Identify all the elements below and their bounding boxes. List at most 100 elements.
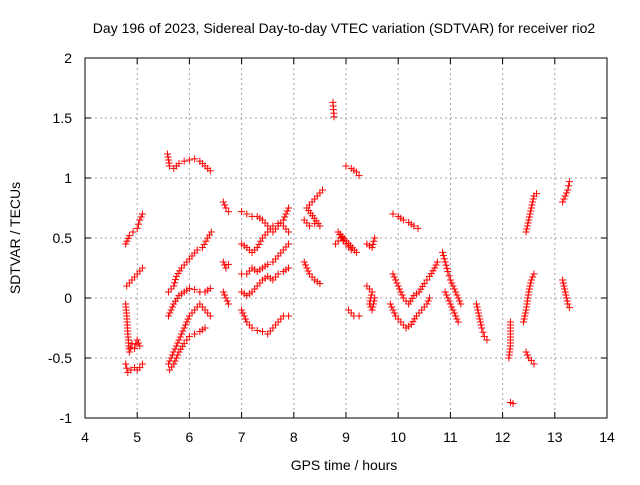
data-point — [475, 312, 483, 320]
data-point — [445, 297, 453, 305]
data-point — [446, 276, 454, 284]
data-point — [426, 294, 434, 302]
data-point — [171, 357, 179, 365]
data-point — [264, 260, 272, 268]
data-point — [122, 360, 130, 368]
data-point — [423, 276, 431, 284]
data-point — [180, 324, 188, 332]
data-point — [399, 216, 407, 224]
data-point — [453, 315, 461, 323]
data-point — [193, 246, 201, 254]
data-point — [274, 270, 282, 278]
data-point — [125, 232, 133, 240]
data-point — [526, 210, 534, 218]
data-point — [138, 264, 146, 272]
data-point — [253, 244, 261, 252]
y-tick-label: 0.5 — [53, 230, 73, 246]
data-point — [559, 276, 567, 284]
data-point — [282, 210, 290, 218]
x-tick-label: 13 — [547, 429, 563, 445]
y-tick-label: -1 — [60, 410, 73, 426]
data-point — [453, 291, 461, 299]
data-point — [123, 364, 131, 372]
data-point — [439, 252, 447, 260]
data-point — [452, 312, 460, 320]
data-point — [371, 234, 379, 242]
data-point — [185, 332, 193, 340]
data-point — [448, 279, 456, 287]
data-point — [269, 222, 277, 230]
data-point — [474, 306, 482, 314]
data-point — [191, 330, 199, 338]
data-point — [565, 178, 573, 186]
data-point — [179, 327, 187, 335]
data-point — [370, 237, 378, 245]
data-point — [562, 291, 570, 299]
data-point — [285, 204, 293, 212]
data-point — [248, 324, 256, 332]
data-point — [521, 309, 529, 317]
data-point — [525, 285, 533, 293]
data-point — [221, 201, 229, 209]
data-point — [368, 244, 376, 252]
data-point — [533, 190, 541, 198]
data-point — [242, 315, 250, 323]
data-point — [185, 284, 193, 292]
data-point — [174, 339, 182, 347]
data-point — [221, 291, 229, 299]
data-point — [371, 294, 379, 302]
data-point — [225, 208, 233, 216]
data-point — [477, 321, 485, 329]
data-point — [133, 224, 141, 232]
data-point — [440, 255, 448, 263]
data-point — [243, 210, 251, 218]
data-point — [170, 360, 178, 368]
data-point — [478, 324, 486, 332]
data-point — [520, 315, 528, 323]
data-point — [394, 282, 402, 290]
data-point — [279, 216, 287, 224]
data-point — [253, 326, 261, 334]
data-point — [473, 303, 481, 311]
data-point — [446, 300, 454, 308]
data-point — [479, 328, 487, 336]
data-point — [191, 286, 199, 294]
data-point — [285, 228, 293, 236]
data-point — [166, 162, 174, 170]
data-point — [526, 282, 534, 290]
data-point — [136, 364, 144, 372]
data-point — [171, 279, 179, 287]
data-point — [473, 300, 480, 308]
data-point — [206, 312, 214, 320]
data-point — [355, 312, 363, 320]
data-point — [172, 354, 180, 362]
data-point — [184, 315, 192, 323]
data-point — [420, 280, 428, 288]
data-point — [476, 315, 484, 323]
data-point — [171, 276, 179, 284]
data-point — [390, 273, 398, 281]
y-tick-label: -0.5 — [48, 350, 72, 366]
data-point — [522, 348, 530, 356]
data-point — [563, 189, 571, 197]
x-axis-label: GPS time / hours — [291, 457, 398, 473]
data-point — [386, 300, 394, 308]
data-point — [452, 288, 460, 296]
data-point — [432, 261, 440, 269]
x-tick-label: 8 — [290, 429, 298, 445]
data-point — [367, 291, 375, 299]
data-point — [560, 282, 568, 290]
data-point — [225, 260, 233, 268]
data-point — [281, 213, 289, 221]
data-point — [509, 400, 517, 408]
data-point — [528, 201, 536, 209]
x-tick-label: 4 — [81, 429, 89, 445]
data-point — [342, 162, 350, 170]
data-point — [181, 321, 189, 329]
y-axis-label: SDTVAR / TECUs — [7, 182, 23, 294]
data-point — [238, 306, 246, 314]
data-point — [457, 300, 465, 308]
data-point — [170, 282, 178, 290]
data-point — [339, 236, 347, 244]
